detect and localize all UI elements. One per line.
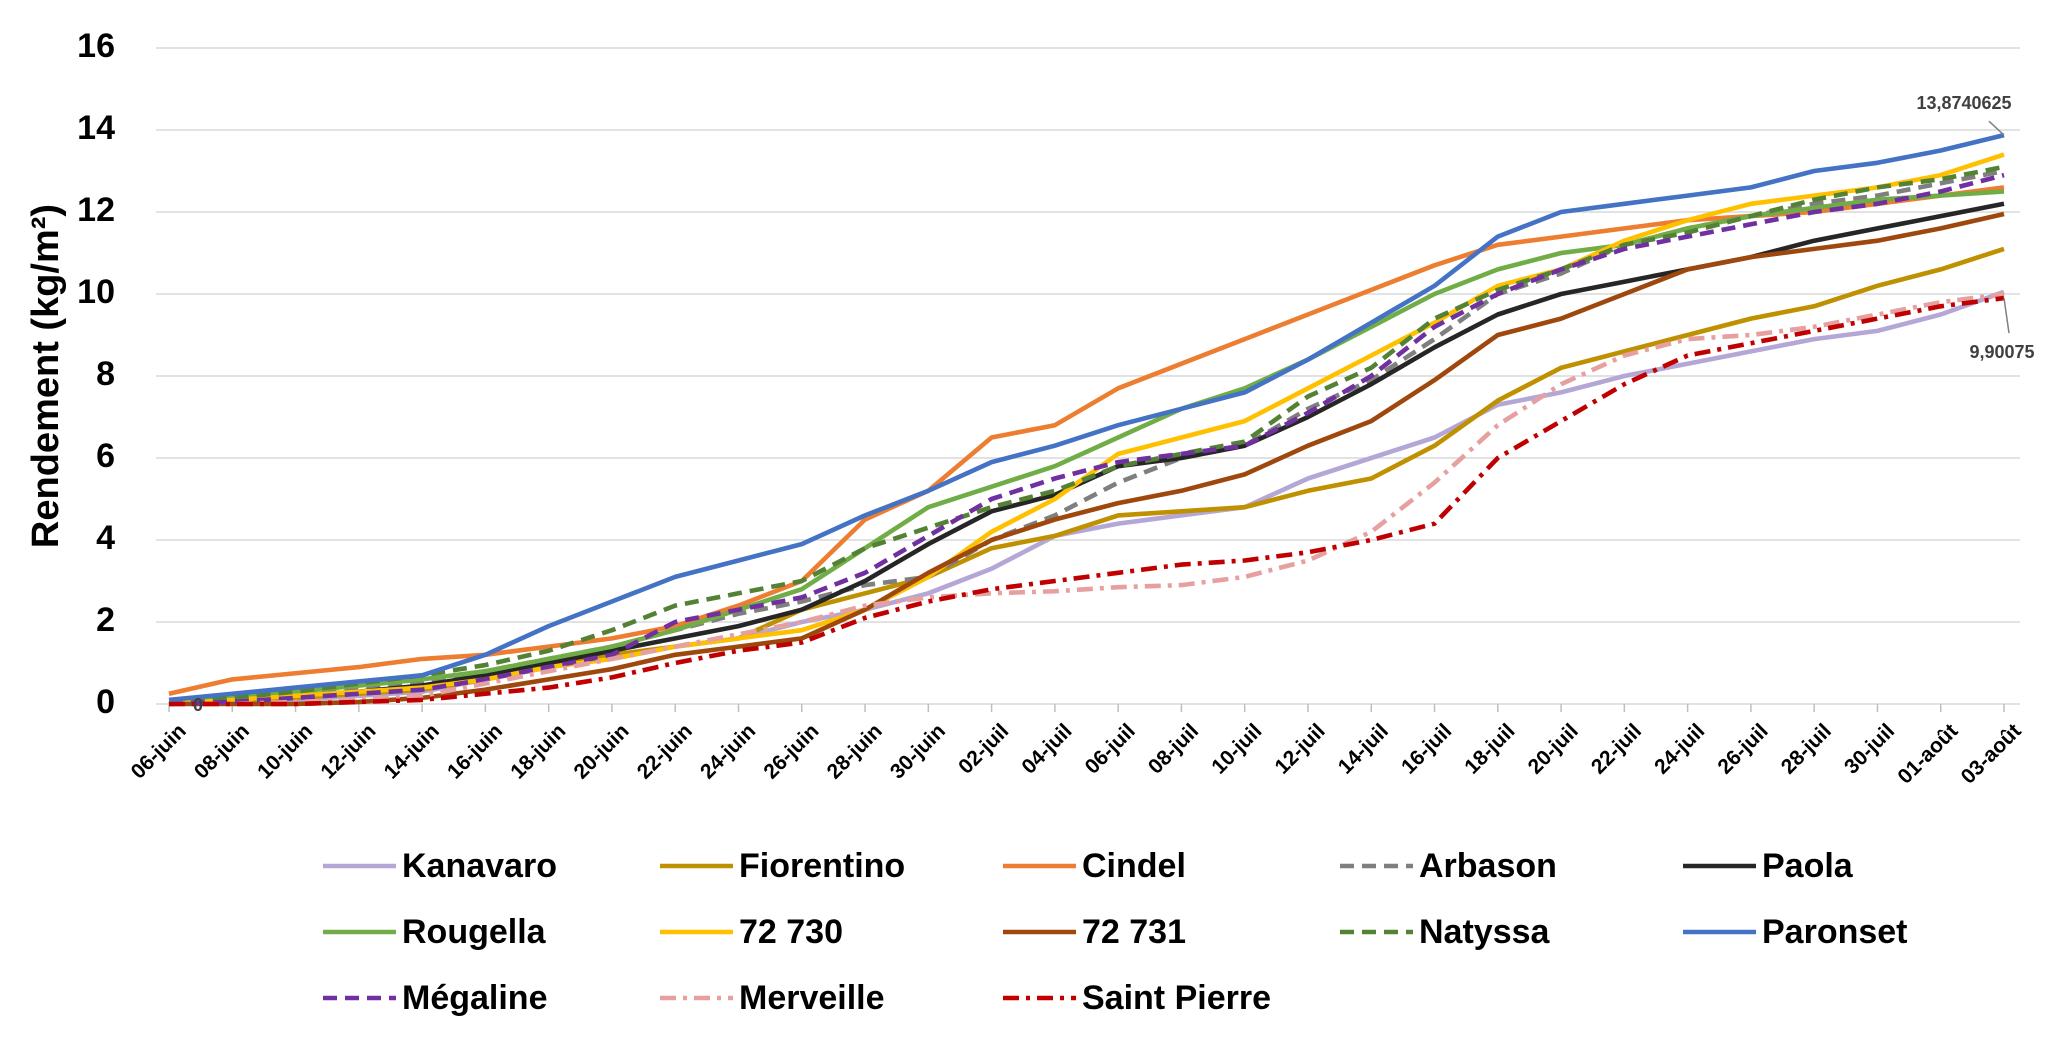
data-label: 9,90075 bbox=[1969, 342, 2034, 362]
y-tick-label: 2 bbox=[96, 601, 115, 639]
legend-label: Paola bbox=[1762, 847, 1854, 885]
y-tick-label: 6 bbox=[96, 437, 115, 475]
legend-label: Cindel bbox=[1082, 847, 1186, 885]
legend-label: Paronset bbox=[1762, 913, 1908, 951]
legend-label: Kanavaro bbox=[402, 847, 557, 885]
series-line bbox=[168, 168, 2005, 707]
legend-label: Rougella bbox=[402, 913, 547, 951]
leader-line bbox=[2003, 297, 2010, 334]
y-tick-label: 12 bbox=[77, 191, 115, 229]
y-tick-label: 8 bbox=[96, 355, 115, 393]
series-line bbox=[169, 291, 2005, 707]
leader-line bbox=[1988, 120, 2005, 136]
y-tick-label: 0 bbox=[96, 683, 115, 721]
legend-label: Fiorentino bbox=[739, 847, 905, 885]
legend-label: Saint Pierre bbox=[1082, 979, 1271, 1017]
series-line bbox=[169, 295, 2005, 707]
legend-label: Natyssa bbox=[1419, 913, 1551, 951]
series-line bbox=[169, 211, 2005, 707]
y-tick-label: 10 bbox=[77, 273, 115, 311]
series-line bbox=[168, 132, 2005, 703]
legend-label: Merveille bbox=[739, 979, 885, 1017]
data-label: 0 bbox=[193, 695, 203, 715]
data-label: 13,8740625 bbox=[1916, 93, 2011, 113]
y-tick-label: 4 bbox=[96, 519, 115, 557]
y-tick-label: 14 bbox=[77, 109, 115, 147]
legend-label: Mégaline bbox=[402, 979, 547, 1017]
y-axis-title: Rendement (kg/m²) bbox=[25, 204, 67, 548]
legend-label: 72 731 bbox=[1082, 913, 1186, 951]
y-tick-label: 16 bbox=[77, 27, 115, 65]
legend-label: 72 730 bbox=[739, 913, 843, 951]
series-line bbox=[168, 164, 2005, 707]
legend-label: Arbason bbox=[1419, 847, 1557, 885]
series-line bbox=[168, 189, 2005, 707]
